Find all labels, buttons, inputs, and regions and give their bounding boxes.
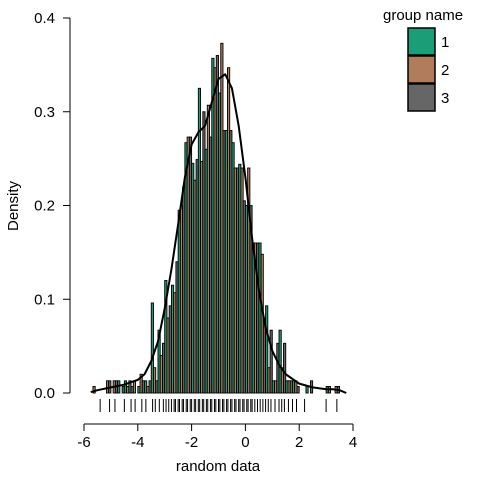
y-axis: 0.0 0.1 0.2 0.3 0.4 (34, 10, 71, 402)
y-axis-title: Density (5, 180, 22, 231)
x-axis: -6 -4 -2 0 2 4 (77, 423, 357, 451)
legend: group name 1 2 3 (383, 7, 463, 112)
x-tick-label-2: -2 (185, 434, 198, 451)
bar-bin28-group1 (278, 329, 282, 394)
y-tick-label-1: 0.1 (34, 291, 55, 308)
bar-bin9-group1 (150, 302, 154, 394)
y-tick-label-3: 0.3 (34, 104, 55, 121)
bar-bin30-group3 (296, 385, 300, 394)
y-tick-label-0: 0.0 (34, 385, 55, 402)
legend-label-2: 2 (441, 62, 449, 79)
y-tick-label-2: 0.2 (34, 198, 55, 215)
x-tick-label-4: 2 (295, 434, 303, 451)
legend-title: group name (383, 7, 463, 24)
legend-key-1 (407, 27, 436, 56)
x-axis-title: random data (176, 458, 261, 475)
bar-bin28-group3 (283, 342, 287, 394)
legend-key-2 (407, 55, 436, 84)
x-tick-label-3: 0 (241, 434, 249, 451)
x-tick-label-5: 4 (349, 434, 357, 451)
y-tick-label-4: 0.4 (34, 10, 55, 27)
bar-bin0-group2 (92, 385, 96, 394)
bar-bin32-group1 (305, 385, 309, 394)
x-tick-label-1: -4 (131, 434, 144, 451)
density-curve (90, 73, 347, 394)
legend-label-1: 1 (441, 34, 449, 51)
histogram-bars (92, 42, 340, 394)
legend-key-3 (407, 83, 436, 112)
bar-bin6-group2 (132, 380, 137, 394)
legend-label-3: 3 (441, 90, 449, 107)
density-curve-layer (90, 73, 347, 394)
rug-marks (99, 399, 338, 412)
bar-bin9-group2 (153, 367, 157, 394)
bar-bin26-group1 (265, 305, 269, 394)
bar-bin26-group3 (269, 329, 273, 394)
x-tick-label-0: -6 (77, 434, 90, 451)
